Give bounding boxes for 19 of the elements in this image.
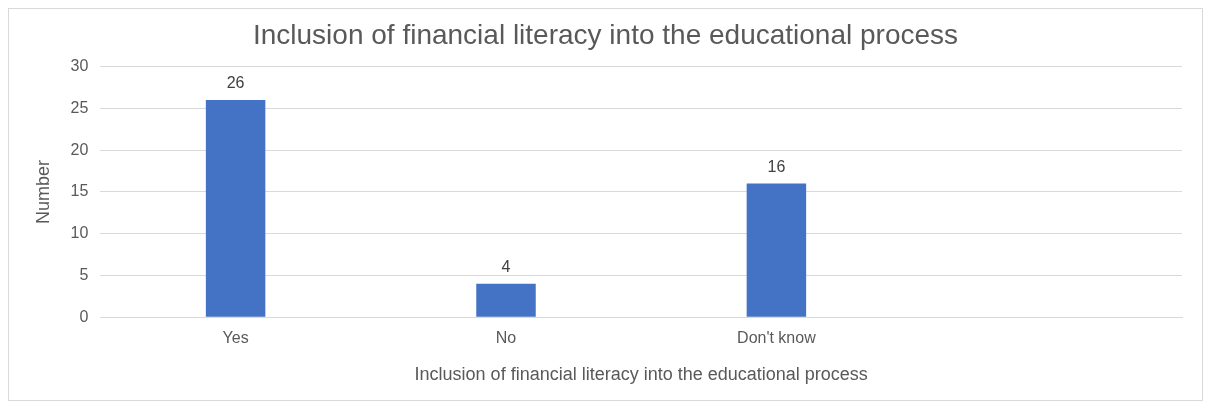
bar [205, 100, 266, 317]
y-tick-label: 10 [70, 224, 89, 242]
x-tick-label: Don't know [737, 329, 817, 347]
y-tick-label: 5 [79, 265, 89, 283]
y-tick-label: 20 [70, 140, 89, 158]
data-label: 26 [226, 74, 245, 92]
data-label: 16 [767, 157, 786, 175]
data-label: 4 [501, 258, 511, 276]
chart-title: Inclusion of financial literacy into the educational process [252, 18, 959, 50]
bar [746, 183, 807, 317]
y-axis-title: Number [32, 159, 53, 224]
x-tick-label: No [495, 329, 517, 347]
y-tick-label: 30 [70, 57, 89, 75]
x-tick-label: Yes [222, 329, 249, 347]
y-tick-label: 25 [70, 98, 89, 116]
y-tick-label: 15 [70, 182, 89, 200]
bar [476, 283, 536, 317]
x-axis-title: Inclusion of financial literacy into the educational process [414, 364, 868, 385]
y-tick-label: 0 [79, 307, 89, 325]
